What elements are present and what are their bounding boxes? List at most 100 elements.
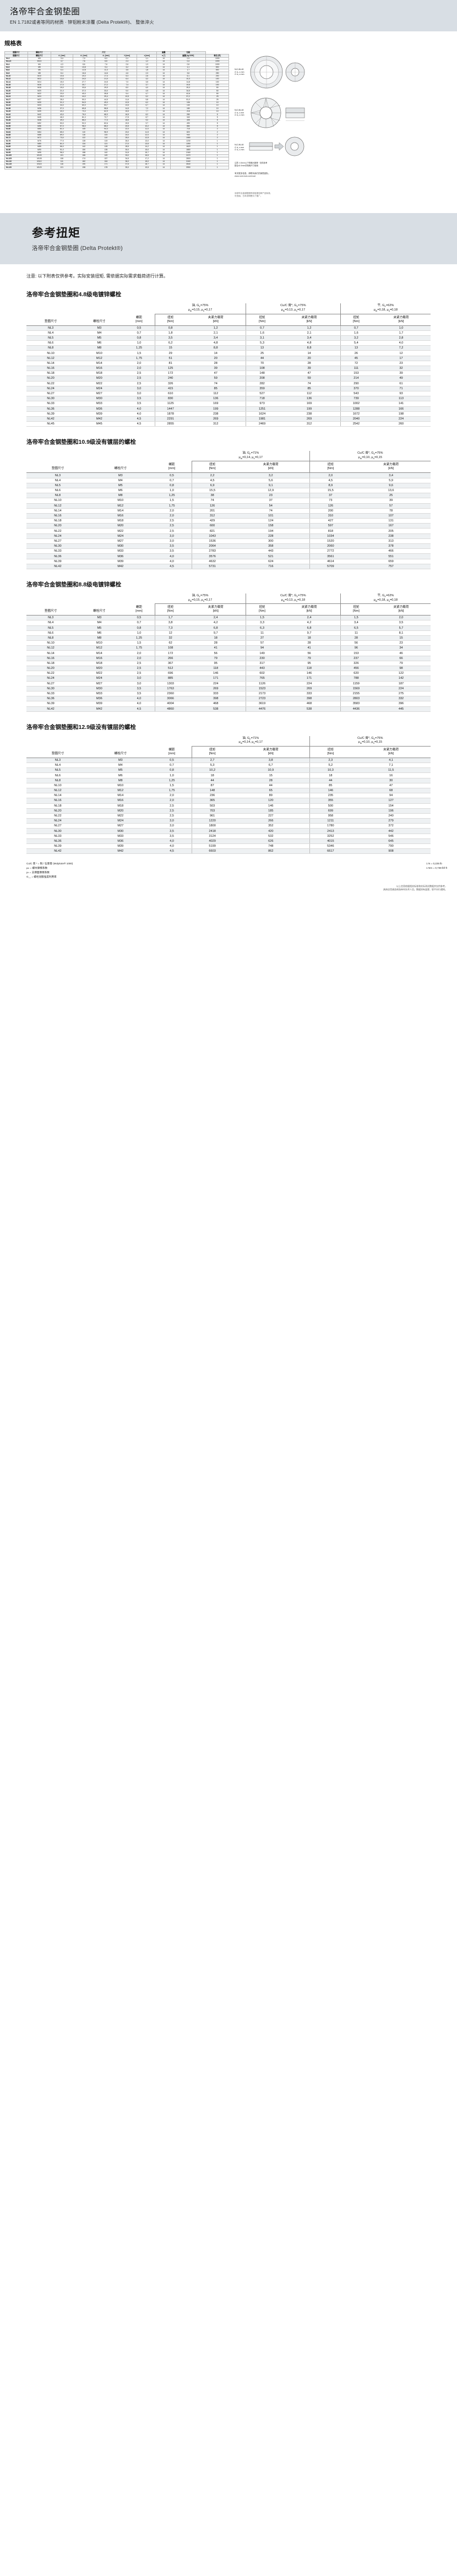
torque-column-header-row: 垫圈尺寸 螺栓尺寸 螺距 [mm] 扭矩 [Nm] 夹紧力载荷 [kN] 扭矩 [Nm] 夹紧力载荷… [26,603,431,616]
torque-column-header: 扭矩 [Nm] [154,603,186,616]
torque-cell: 312 [186,421,246,427]
torque-table-row: NL42 M42 4,5 4860 538 4476 538 4436 445 [26,706,431,712]
torque-cell: 3,8 [232,758,310,764]
torque-banner-subtitle: 洛帝牢合金钢垫圈 (Delta Protekt®) [32,245,123,252]
torque-cell: M5 [89,483,152,488]
torque-table-row: NL18 M18 2,5 172 47 148 47 153 39 [26,371,431,377]
torque-row-key: NL6 [26,340,75,346]
torque-table-row: NL24 M24 3,0 885 171 765 171 788 142 [26,676,431,682]
torque-cell: 3,0 [151,818,192,824]
torque-cell: M22 [75,671,124,677]
torque-cell: M24 [75,676,124,682]
torque-cell: 532 [232,834,310,839]
torque-cell: 4,5 [123,416,155,422]
drawing-row-2: NL3-NL48 ∅ d₁ ≤ mm ∅ d₂ ≤ mm [235,96,453,130]
torque-cell: 2,0 [151,793,192,799]
torque-cell: 224 [278,681,341,687]
torque-cell: 56 [278,650,341,656]
torque-cell: 44 [309,778,352,783]
torque-cell: 620 [340,671,372,677]
torque-row-key: NL22 [26,671,75,677]
torque-column-header: 扭矩 [Nm] [309,746,352,758]
torque-cell: M4 [75,330,124,336]
torque-cell: 93 [372,391,431,397]
torque-cell: 2,4 [278,615,341,621]
torque-cell: 3252 [309,834,352,839]
torque-cell: 2469 [245,421,279,427]
torque-cell: 5199 [192,843,232,849]
torque-group-spacer [26,736,192,747]
drawing-caption-3: NL3-NL48 ∅ d₁ ≤ mm ∅ d₂ ≤ mm [235,143,244,151]
torque-cell: M42 [75,706,124,712]
torque-condition-header: 油, GF=71% μth=0,14, μh=0,17 [192,451,310,462]
torque-cell: M12 [89,788,152,794]
torque-cell: 68 [351,788,431,794]
torque-cell: 4,0 [151,843,192,849]
torque-cell: 95 [186,661,246,667]
torque-column-header: 夹紧力载荷 [kN] [372,603,431,616]
torque-cell: 169 [186,401,246,407]
torque-cell: 2,5 [151,528,192,534]
torque-row-key: NL8 [26,635,75,641]
torque-cell: 18 [278,635,341,641]
torque-cell: 317 [245,661,279,667]
torque-cell: 39 [351,498,431,504]
torque-row-key: NL5 [26,335,75,341]
torque-row-key: NL14 [26,793,89,799]
torque-cell: 95 [278,661,341,667]
torque-cell: 34 [372,645,431,651]
torque-cell: 4,5 [123,421,155,427]
torque-cell: 65 [232,788,310,794]
torque-cell: 79 [186,656,246,661]
torque-cell: 958 [309,813,352,819]
torque-row-key: NL24 [26,533,89,539]
torque-cell: 41 [278,645,341,651]
torque-cell: 4,5 [309,478,352,483]
torque-cell: M16 [89,798,152,804]
torque-cell: 398 [186,696,246,702]
spec-table-head: 垫圈尺寸 螺栓尺寸 尺寸 重量 包装 垫圈尺寸 螺栓尺寸 d₁ [mm] d₂ [mm] d₃ … [4,51,229,58]
torque-cell: 1624 [245,411,279,417]
torque-cell: 224 [372,686,431,691]
torque-cell: 235 [309,793,352,799]
torque-cell: 4476 [245,706,279,712]
torque-table-row: NL24 M24 3,0 415 85 359 85 370 71 [26,386,431,391]
torque-table-row: NL27 M27 3,0 610 112 527 112 543 93 [26,391,431,397]
torque-table-row: NL39 M39 4,0 4004 468 3619 468 3583 396 [26,701,431,707]
torque-row-key: NL6 [26,488,89,494]
drawing-block-2: NL3-NL48 ∅ d₁ ≤ mm ∅ d₂ ≤ mm [235,96,453,130]
torque-cell: 32 [154,635,186,641]
torque-cell: 3,2 [232,472,310,478]
torque-cell: 196 [351,808,431,814]
torque-row-key: NL27 [26,538,89,544]
torque-table-row: NL20 M20 2,5 703 185 699 196 [26,808,431,814]
torque-cell: M24 [89,533,152,539]
torque-cell: 236 [192,793,232,799]
torque-row-key: NL22 [26,381,75,386]
torque-cell: M18 [89,803,152,809]
torque-table-row: NL30 M30 3,5 1763 269 1523 269 1569 224 [26,686,431,691]
torque-cell: 6,3 [245,625,279,631]
torque-cell: 5,2 [309,763,352,769]
torque-table-row: NL4 M4 0,7 1,8 2,1 1,6 2,1 1,6 1,7 [26,330,431,336]
torque-group-header-row: 油, GF=75% μth=0,15, μh=0,17 Cu/C 膏*, GF=75… [26,593,431,604]
torque-cell: 12,9 [232,488,310,494]
torque-cell: 96 [340,645,372,651]
torque-cell: 224 [186,681,246,687]
torque-cell: 30 [351,778,431,783]
spec-cell: 1 [205,166,229,170]
torque-cell: 2418 [192,828,232,834]
spec-group-header-row: 垫圈尺寸 螺栓尺寸 尺寸 重量 包装 [4,51,229,55]
torque-cell: 17 [372,356,431,361]
torque-cell: 72 [340,361,372,367]
torque-cell: 1303 [154,681,186,687]
torque-table-row: NL16 M16 2,0 312 101 310 107 [26,513,431,519]
torque-cell: 2,5 [151,803,192,809]
torque-table-row: NL36 M36 4,0 3066 398 2723 398 2803 332 [26,696,431,702]
spec-row-key: NL120 [4,166,28,170]
torque-cell: 125 [154,366,186,372]
torque-row-key: NL5 [26,625,75,631]
torque-cell: 1800 [192,823,232,829]
torque-cell: 0,5 [123,325,155,331]
torque-cell: 136 [278,396,341,402]
